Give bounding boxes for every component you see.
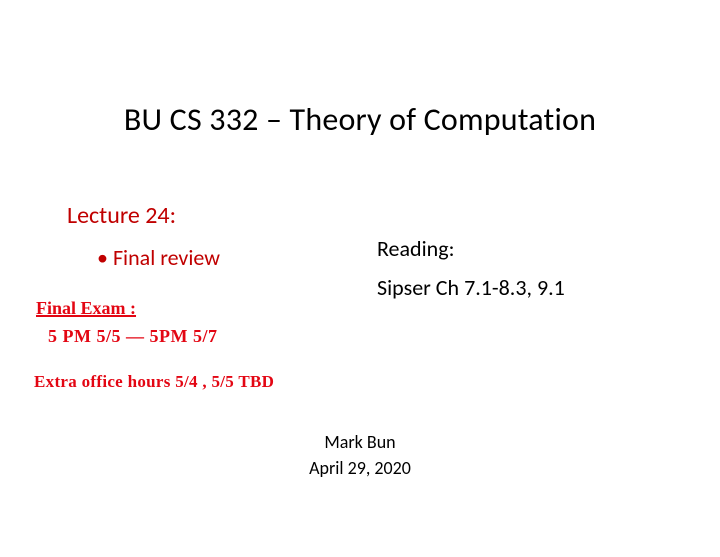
content-row: Lecture 24: Final review Reading: Sipser… — [55, 201, 665, 301]
reading-text: Sipser Ch 7.1-8.3, 9.1 — [377, 274, 665, 301]
page-title: BU CS 332 – Theory of Computation — [55, 100, 665, 139]
left-column: Lecture 24: Final review — [67, 201, 367, 301]
right-column: Reading: Sipser Ch 7.1-8.3, 9.1 — [367, 201, 665, 301]
slide-container: BU CS 332 – Theory of Computation Lectur… — [0, 0, 720, 557]
handwritten-annotation-time: 5 PM 5/5 — 5PM 5/7 — [48, 326, 217, 347]
handwritten-annotation-office-hours: Extra office hours 5/4 , 5/5 TBD — [34, 372, 274, 392]
handwritten-annotation-title: Final Exam : — [36, 298, 136, 319]
reading-heading: Reading: — [377, 235, 665, 262]
footer: Mark Bun April 29, 2020 — [0, 431, 720, 479]
author-name: Mark Bun — [0, 431, 720, 453]
lecture-heading: Lecture 24: — [67, 201, 367, 230]
date-text: April 29, 2020 — [0, 457, 720, 479]
lecture-bullet-item: Final review — [67, 244, 367, 271]
